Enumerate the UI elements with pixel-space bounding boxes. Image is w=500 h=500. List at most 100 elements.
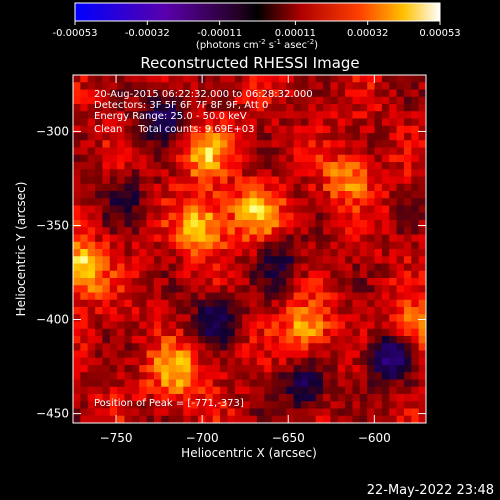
heatmap-cell xyxy=(95,263,103,272)
heatmap-cell xyxy=(293,415,302,424)
heatmap-cell xyxy=(330,169,339,177)
heatmap-cell xyxy=(146,104,155,112)
heatmap-cell xyxy=(359,350,368,359)
heatmap-cell xyxy=(117,89,125,98)
heatmap-cell xyxy=(227,415,236,424)
heatmap-cell xyxy=(323,415,331,424)
heatmap-cell xyxy=(256,343,265,351)
heatmap-cell xyxy=(102,89,111,98)
heatmap-cell xyxy=(234,386,243,395)
heatmap-cell xyxy=(124,125,133,134)
heatmap-cell xyxy=(278,96,287,105)
heatmap-cell xyxy=(300,140,309,148)
heatmap-cell xyxy=(367,357,375,366)
heatmap-cell xyxy=(381,307,390,315)
heatmap-cell xyxy=(109,118,118,127)
heatmap-cell xyxy=(131,285,140,293)
heatmap-cell xyxy=(256,227,265,235)
heatmap-cell xyxy=(323,205,331,214)
heatmap-cell xyxy=(131,314,140,322)
heatmap-cell xyxy=(190,212,199,221)
heatmap-cell xyxy=(205,285,214,293)
heatmap-cell xyxy=(345,292,353,301)
heatmap-cell xyxy=(161,386,169,395)
heatmap-cells xyxy=(73,75,427,424)
heatmap-cell xyxy=(234,350,243,359)
heatmap-cell xyxy=(256,205,265,214)
heatmap-cell xyxy=(308,241,317,250)
heatmap-cell xyxy=(234,89,243,98)
heatmap-cell xyxy=(345,401,353,409)
heatmap-cell xyxy=(117,292,125,301)
heatmap-cell xyxy=(256,147,265,156)
heatmap-cell xyxy=(175,111,184,119)
heatmap-cell xyxy=(315,111,324,119)
heatmap-cell xyxy=(300,104,309,112)
heatmap-cell xyxy=(124,307,133,315)
heatmap-cell xyxy=(234,343,243,351)
heatmap-cell xyxy=(212,415,221,424)
heatmap-cell xyxy=(198,379,206,388)
heatmap-cell xyxy=(411,104,420,112)
heatmap-cell xyxy=(359,234,368,243)
heatmap-cell xyxy=(161,191,169,199)
heatmap-cell xyxy=(161,183,169,192)
heatmap-cell xyxy=(278,111,287,119)
heatmap-cell xyxy=(153,372,162,380)
heatmap-cell xyxy=(220,394,228,402)
heatmap-cell xyxy=(418,386,427,395)
heatmap-cell xyxy=(367,328,375,337)
heatmap-cell xyxy=(183,343,192,351)
heatmap-cell xyxy=(102,321,111,330)
heatmap-cell xyxy=(139,198,147,206)
heatmap-cell xyxy=(345,372,353,380)
heatmap-cell xyxy=(161,365,169,373)
heatmap-cell xyxy=(139,278,147,286)
heatmap-cell xyxy=(337,415,346,424)
heatmap-cell xyxy=(345,176,353,185)
heatmap-cell xyxy=(330,75,339,83)
heatmap-cell xyxy=(102,75,111,83)
heatmap-cell xyxy=(131,401,140,409)
heatmap-cell xyxy=(256,299,265,308)
heatmap-cell xyxy=(396,401,405,409)
heatmap-cell xyxy=(190,314,199,322)
heatmap-cell xyxy=(80,198,89,206)
heatmap-cell xyxy=(175,299,184,308)
heatmap-cell xyxy=(102,256,111,264)
heatmap-cell xyxy=(205,256,214,264)
heatmap-cell xyxy=(87,75,96,83)
heatmap-cell xyxy=(337,162,346,170)
heatmap-cell xyxy=(330,278,339,286)
heatmap-cell xyxy=(175,198,184,206)
heatmap-cell xyxy=(139,256,147,264)
heatmap-cell xyxy=(146,343,155,351)
heatmap-cell xyxy=(345,154,353,163)
heatmap-cell xyxy=(227,125,236,134)
heatmap-cell xyxy=(418,220,427,228)
heatmap-cell xyxy=(278,263,287,272)
heatmap-cell xyxy=(381,125,390,134)
heatmap-cell xyxy=(205,321,214,330)
heatmap-cell xyxy=(198,386,206,395)
heatmap-cell xyxy=(418,118,427,127)
heatmap-cell xyxy=(367,278,375,286)
heatmap-cell xyxy=(183,96,192,105)
heatmap-cell xyxy=(124,220,133,228)
heatmap-cell xyxy=(227,191,236,199)
heatmap-cell xyxy=(168,241,177,250)
heatmap-cell xyxy=(95,169,103,177)
heatmap-cell xyxy=(198,299,206,308)
heatmap-cell xyxy=(102,191,111,199)
heatmap-cell xyxy=(352,125,361,134)
heatmap-cell xyxy=(249,292,258,301)
heatmap-cell xyxy=(389,386,397,395)
heatmap-cell xyxy=(131,125,140,134)
heatmap-cell xyxy=(161,104,169,112)
heatmap-cell xyxy=(315,125,324,134)
heatmap-cell xyxy=(168,249,177,257)
heatmap-cell xyxy=(198,111,206,119)
heatmap-cell xyxy=(139,162,147,170)
heatmap-cell xyxy=(131,212,140,221)
heatmap-cell xyxy=(153,104,162,112)
